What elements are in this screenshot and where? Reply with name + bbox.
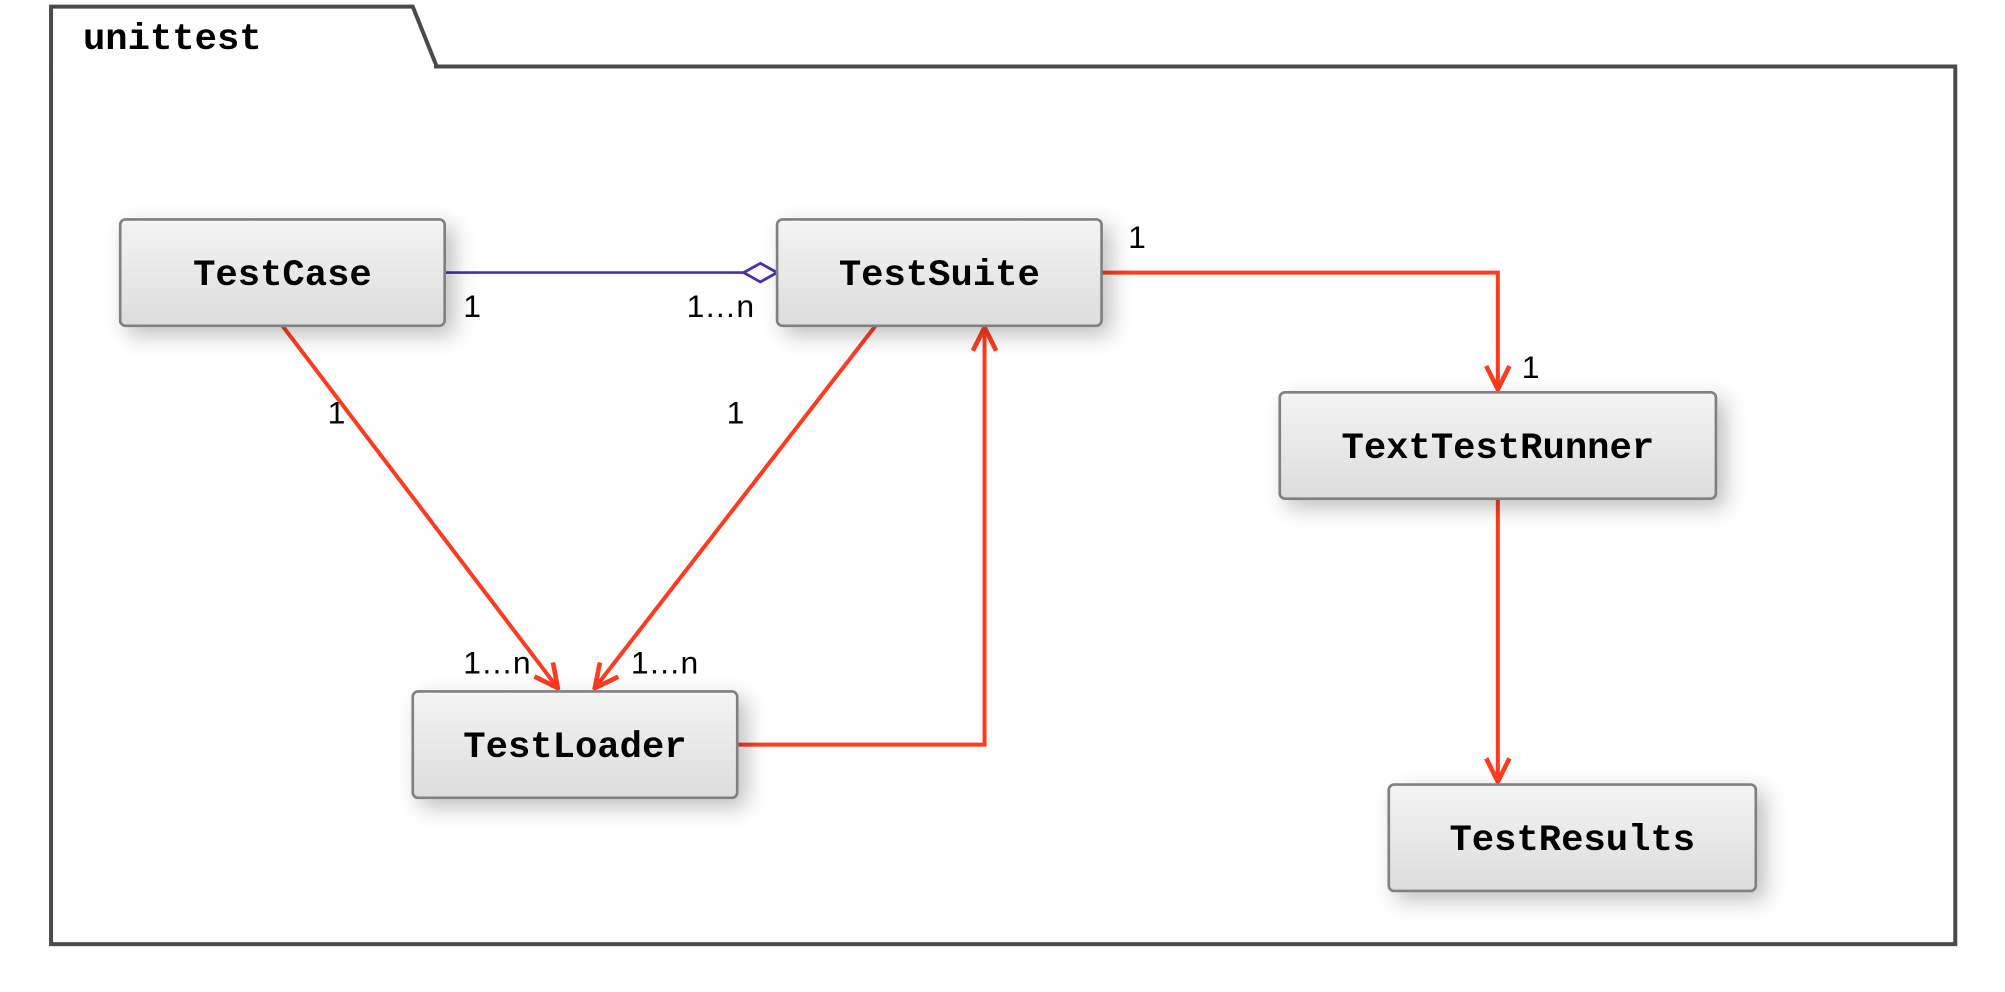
mult-label: 1 [1522, 349, 1540, 385]
mult-label: 1…n [687, 288, 754, 324]
mult-label: 1 [328, 394, 346, 430]
node-texttestrunner: TextTestRunner [1280, 392, 1716, 498]
node-testsuite: TestSuite [777, 219, 1101, 325]
mult-label: 1…n [631, 644, 698, 680]
arrow-testloader-to-testsuite [737, 330, 984, 745]
node-label-testloader: TestLoader [463, 727, 686, 769]
mult-label: 1 [463, 288, 481, 324]
arrow-testsuite-to-texttestrunner [1102, 273, 1498, 387]
mult-label: 1 [727, 394, 745, 430]
mult-label: 1 [1128, 219, 1146, 255]
node-testcase: TestCase [120, 219, 444, 325]
node-testloader: TestLoader [413, 691, 737, 797]
mult-label: 1…n [463, 644, 530, 680]
node-testresults: TestResults [1389, 785, 1756, 891]
package-label: unittest [83, 19, 262, 61]
node-label-testsuite: TestSuite [839, 255, 1040, 297]
nodes-layer: TestCase TestSuite TextTestRunner TestLoade… [120, 219, 1756, 891]
arrow-testsuite-to-testloader [596, 326, 875, 686]
node-label-texttestrunner: TextTestRunner [1341, 428, 1654, 470]
node-label-testresults: TestResults [1449, 820, 1695, 862]
node-label-testcase: TestCase [193, 255, 372, 297]
arrow-testcase-to-testloader [282, 326, 556, 686]
